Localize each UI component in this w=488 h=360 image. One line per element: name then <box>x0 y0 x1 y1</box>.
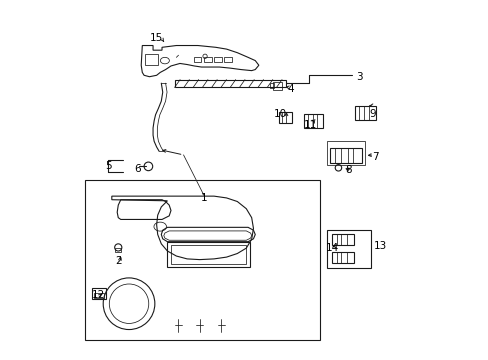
Text: 13: 13 <box>373 241 386 251</box>
Bar <box>214 57 221 62</box>
Bar <box>174 80 285 87</box>
Bar <box>332 252 353 263</box>
Bar <box>167 242 249 267</box>
Bar <box>278 112 292 123</box>
Text: 7: 7 <box>371 152 378 162</box>
Text: 5: 5 <box>105 161 111 171</box>
Text: 3: 3 <box>355 72 362 82</box>
Bar <box>329 148 362 163</box>
Bar <box>85 180 319 339</box>
Bar <box>224 57 231 62</box>
Text: 14: 14 <box>325 243 338 253</box>
Text: 15: 15 <box>150 33 163 43</box>
Text: 12: 12 <box>92 291 105 301</box>
Bar <box>194 57 201 62</box>
Text: 4: 4 <box>287 84 294 94</box>
Text: 11: 11 <box>303 120 316 130</box>
Text: 10: 10 <box>273 109 286 119</box>
Bar <box>303 114 323 128</box>
Text: 8: 8 <box>345 165 351 175</box>
Text: 6: 6 <box>134 164 141 174</box>
Bar <box>171 245 246 264</box>
Bar <box>204 57 211 62</box>
Bar <box>270 83 273 88</box>
Bar <box>326 141 364 165</box>
Bar <box>92 288 105 299</box>
Bar <box>354 106 376 121</box>
Bar <box>144 54 158 65</box>
Text: 2: 2 <box>115 256 122 266</box>
Bar <box>326 230 370 268</box>
Text: 1: 1 <box>201 193 207 203</box>
Bar <box>115 248 121 252</box>
Bar <box>332 234 353 245</box>
Bar <box>93 293 104 298</box>
Text: 9: 9 <box>369 109 375 119</box>
Bar <box>273 82 282 90</box>
